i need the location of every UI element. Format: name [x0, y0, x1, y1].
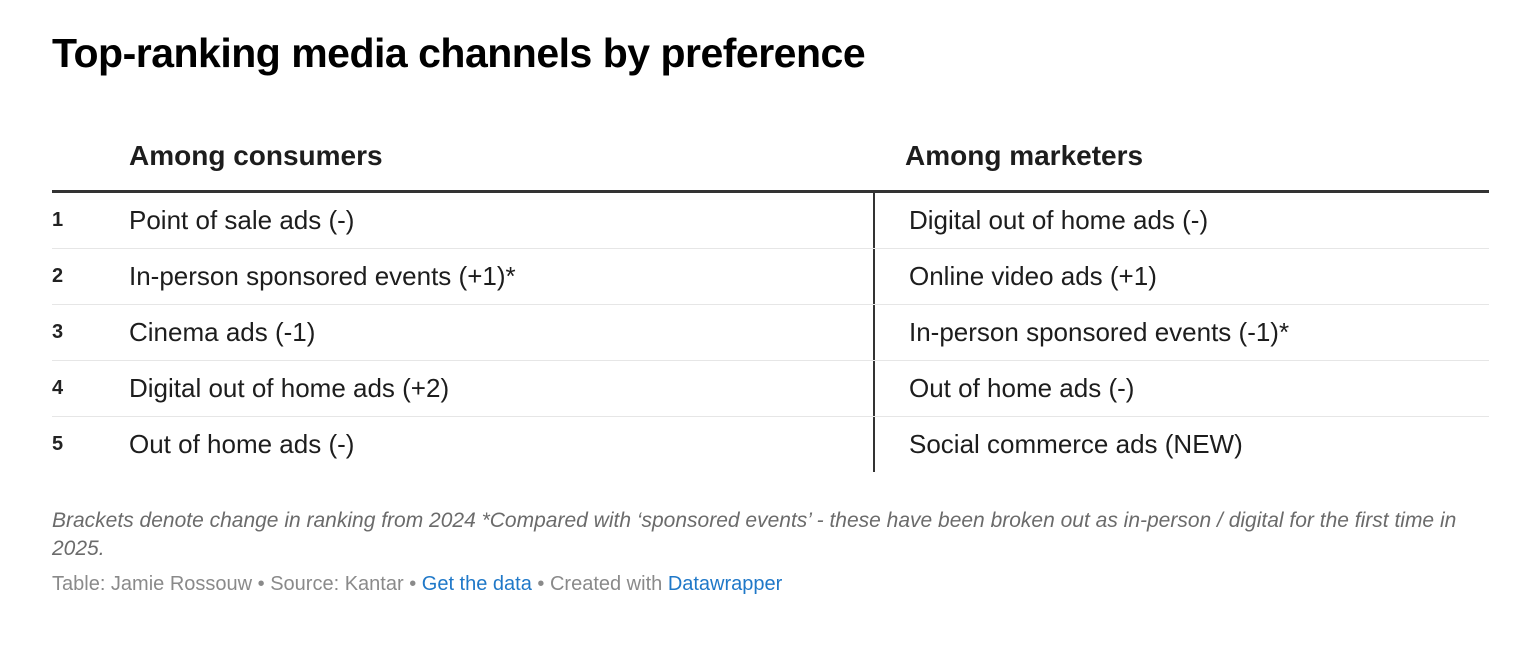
- marketer-channel-cell: In-person sponsored events (-1)*: [873, 305, 1289, 360]
- consumer-channel-cell: In-person sponsored events (+1)*: [129, 261, 516, 291]
- consumer-channel-cell: Digital out of home ads (+2): [129, 373, 450, 403]
- footer-separator: •: [252, 573, 271, 595]
- table-row: 1 Point of sale ads (-) Digital out of hom…: [52, 193, 1489, 249]
- table-row: 4 Digital out of home ads (+2) Out of home…: [52, 361, 1489, 417]
- consumer-channel-cell: Point of sale ads (-): [129, 205, 355, 235]
- chart-notes: Brackets denote change in ranking from 2…: [52, 509, 1457, 560]
- ranking-table: Among consumers Among marketers 1 Point o…: [52, 136, 1489, 472]
- column-header-marketers: Among marketers: [905, 140, 1144, 171]
- column-header-consumers: Among consumers: [129, 140, 383, 171]
- consumer-channel-cell: Out of home ads (-): [129, 429, 355, 459]
- table-header: Among consumers Among marketers: [52, 136, 1489, 193]
- get-the-data-link[interactable]: Get the data: [421, 573, 532, 595]
- created-with-label: Created with: [549, 573, 663, 595]
- marketer-channel-cell: Social commerce ads (NEW): [873, 417, 1243, 472]
- footer-separator: •: [403, 573, 422, 595]
- datawrapper-link[interactable]: Datawrapper: [667, 573, 783, 595]
- rank-cell: 2: [52, 265, 64, 287]
- rank-cell: 5: [52, 433, 64, 455]
- marketer-channel-cell: Digital out of home ads (-): [873, 193, 1208, 248]
- table-row: 3 Cinema ads (-1) In-person sponsored even…: [52, 305, 1489, 361]
- marketer-channel-cell: Online video ads (+1): [873, 249, 1157, 304]
- footer-separator: •: [531, 573, 550, 595]
- marketer-channel-cell: Out of home ads (-): [873, 361, 1134, 416]
- rank-cell: 1: [52, 209, 64, 231]
- rank-cell: 3: [52, 321, 64, 343]
- table-credit: Table: Jamie Rossouw: [52, 573, 253, 595]
- table-row: 2 In-person sponsored events (+1)* Online …: [52, 249, 1489, 305]
- chart-footer: Table: Jamie Rossouw • Source: Kantar • …: [52, 573, 782, 596]
- rank-cell: 4: [52, 377, 64, 399]
- source-credit: Source: Kantar: [270, 573, 404, 595]
- table-row: 5 Out of home ads (-) Social commerce ads …: [52, 417, 1489, 472]
- consumer-channel-cell: Cinema ads (-1): [129, 317, 316, 347]
- table-body: 1 Point of sale ads (-) Digital out of hom…: [52, 193, 1489, 472]
- chart-title: Top-ranking media channels by preference: [52, 30, 866, 76]
